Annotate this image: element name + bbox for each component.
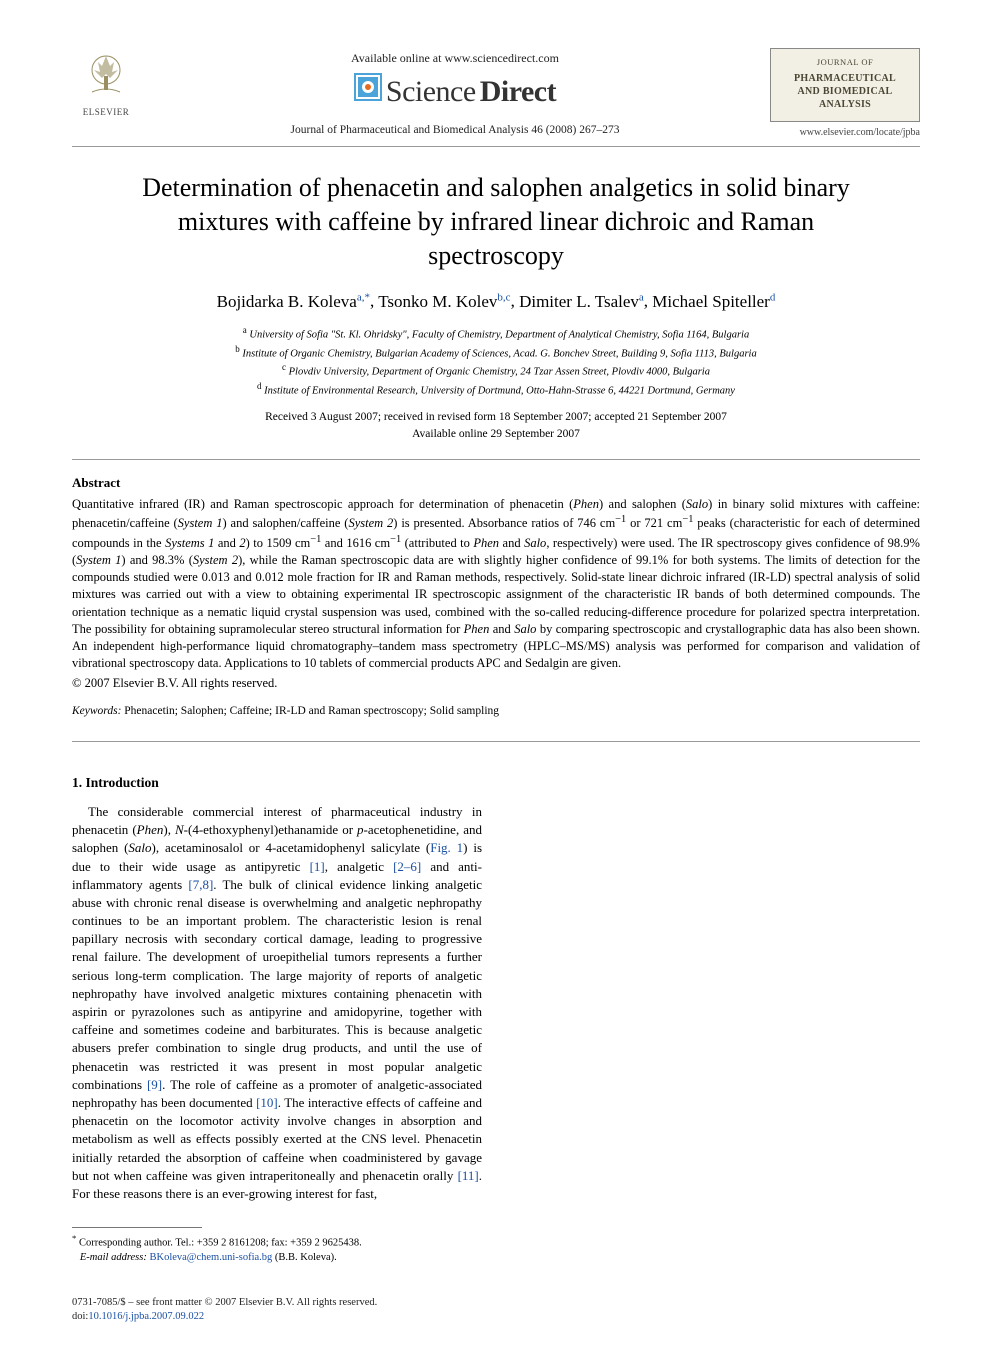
issn-line: 0731-7085/$ – see front matter © 2007 El… [72, 1296, 377, 1310]
dates-line2: Available online 29 September 2007 [72, 426, 920, 443]
email-label: E-mail address: [80, 1252, 147, 1263]
available-online-text: Available online at www.sciencedirect.co… [140, 50, 770, 66]
elsevier-tree-icon [78, 48, 134, 104]
doi-line: doi:10.1016/j.jpba.2007.09.022 [72, 1310, 377, 1324]
author-3: Dimiter L. Tsaleva [519, 292, 644, 311]
abstract-text: Quantitative infrared (IR) and Raman spe… [72, 496, 920, 673]
journal-badge-l1: PHARMACEUTICAL [779, 72, 911, 85]
footnote-separator [72, 1227, 202, 1228]
elsevier-label: ELSEVIER [83, 106, 130, 118]
affiliations: a University of Sofia "St. Kl. Ohridsky"… [72, 324, 920, 399]
keywords-text: Phenacetin; Salophen; Caffeine; IR-LD an… [121, 705, 499, 717]
header-divider [72, 146, 920, 147]
section-1-body: The considerable commercial interest of … [72, 803, 482, 1203]
email-who: (B.B. Koleva). [275, 1252, 337, 1263]
journal-badge-top: JOURNAL OF [779, 57, 911, 68]
sd-tile-icon [354, 72, 382, 113]
sciencedirect-block: Available online at www.sciencedirect.co… [140, 48, 770, 138]
author-1: Bojidarka B. Kolevaa,* [217, 292, 370, 311]
abstract-heading: Abstract [72, 474, 920, 492]
journal-badge-wrap: JOURNAL OF PHARMACEUTICAL AND BIOMEDICAL… [770, 48, 920, 140]
post-abstract-divider [72, 741, 920, 742]
footer-left: 0731-7085/$ – see front matter © 2007 El… [72, 1296, 377, 1324]
page-header: ELSEVIER Available online at www.science… [72, 48, 920, 140]
locate-url[interactable]: www.elsevier.com/locate/jpba [770, 126, 920, 140]
article-title: Determination of phenacetin and salophen… [128, 171, 864, 272]
author-2: Tsonko M. Kolevb,c [378, 292, 510, 311]
sd-part1: Science [386, 72, 476, 113]
dates-line1: Received 3 August 2007; received in revi… [72, 409, 920, 426]
pre-abstract-divider [72, 459, 920, 460]
footnote-line1: * Corresponding author. Tel.: +359 2 816… [72, 1232, 920, 1251]
authors-line: Bojidarka B. Kolevaa,*, Tsonko M. Kolevb… [72, 290, 920, 314]
affil-d: d Institute of Environmental Research, U… [72, 380, 920, 399]
article-dates: Received 3 August 2007; received in revi… [72, 409, 920, 444]
body-columns: 1. Introduction The considerable commerc… [72, 754, 920, 1203]
section-1-heading: 1. Introduction [72, 774, 482, 793]
affil-c: c Plovdiv University, Department of Orga… [72, 361, 920, 380]
sciencedirect-logo: ScienceDirect [354, 72, 556, 113]
journal-badge: JOURNAL OF PHARMACEUTICAL AND BIOMEDICAL… [770, 48, 920, 122]
keywords-label: Keywords: [72, 705, 121, 717]
corresponding-email-link[interactable]: BKoleva@chem.uni-sofia.bg [149, 1252, 272, 1263]
keywords: Keywords: Phenacetin; Salophen; Caffeine… [72, 704, 920, 720]
affil-a: a University of Sofia "St. Kl. Ohridsky"… [72, 324, 920, 343]
page-footer: 0731-7085/$ – see front matter © 2007 El… [72, 1296, 920, 1324]
corresponding-author-footnote: * Corresponding author. Tel.: +359 2 816… [72, 1232, 920, 1266]
author-4: Michael Spitellerd [652, 292, 775, 311]
journal-badge-l2: AND BIOMEDICAL [779, 85, 911, 98]
elsevier-logo: ELSEVIER [72, 48, 140, 118]
abstract-copyright: © 2007 Elsevier B.V. All rights reserved… [72, 675, 920, 692]
journal-reference: Journal of Pharmaceutical and Biomedical… [140, 123, 770, 139]
affil-b: b Institute of Organic Chemistry, Bulgar… [72, 343, 920, 362]
footnote-line2: E-mail address: BKoleva@chem.uni-sofia.b… [72, 1251, 920, 1266]
sd-part2: Direct [480, 72, 556, 113]
footnote-star: * [72, 1233, 76, 1243]
journal-badge-l3: ANALYSIS [779, 98, 911, 111]
doi-link[interactable]: 10.1016/j.jpba.2007.09.022 [88, 1311, 204, 1322]
